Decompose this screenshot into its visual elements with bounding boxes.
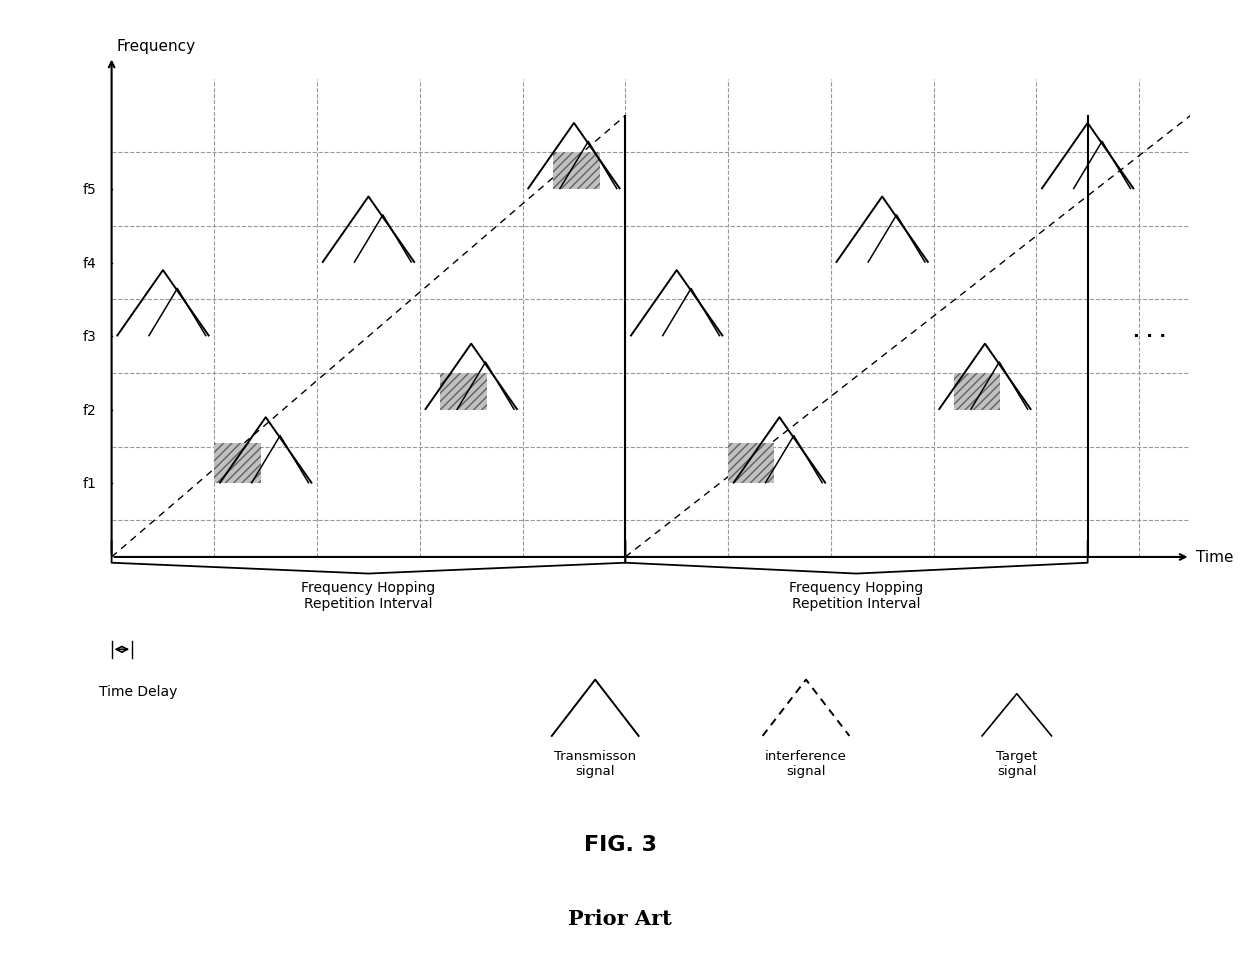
Bar bbox=[440, 374, 486, 410]
Text: f1: f1 bbox=[82, 477, 97, 491]
Text: Frequency Hopping
Repetition Interval: Frequency Hopping Repetition Interval bbox=[301, 580, 435, 610]
Bar bbox=[553, 153, 600, 190]
Text: interference
signal: interference signal bbox=[765, 750, 847, 777]
Text: Time: Time bbox=[1195, 550, 1233, 565]
Text: Prior Art: Prior Art bbox=[568, 908, 672, 927]
Text: FIG. 3: FIG. 3 bbox=[584, 834, 656, 854]
Text: · · ·: · · · bbox=[1133, 328, 1166, 346]
Text: f3: f3 bbox=[82, 330, 97, 344]
Text: Time Delay: Time Delay bbox=[99, 684, 177, 699]
Text: f5: f5 bbox=[82, 183, 97, 197]
Text: Transmisson
signal: Transmisson signal bbox=[554, 750, 636, 777]
Bar bbox=[954, 374, 1001, 410]
Text: f4: f4 bbox=[82, 257, 97, 270]
Text: f2: f2 bbox=[82, 404, 97, 417]
Text: Target
signal: Target signal bbox=[996, 750, 1038, 777]
Text: Frequency Hopping
Repetition Interval: Frequency Hopping Repetition Interval bbox=[790, 580, 924, 610]
Text: Frequency: Frequency bbox=[117, 39, 196, 54]
Bar bbox=[215, 443, 260, 484]
Bar bbox=[728, 443, 774, 484]
